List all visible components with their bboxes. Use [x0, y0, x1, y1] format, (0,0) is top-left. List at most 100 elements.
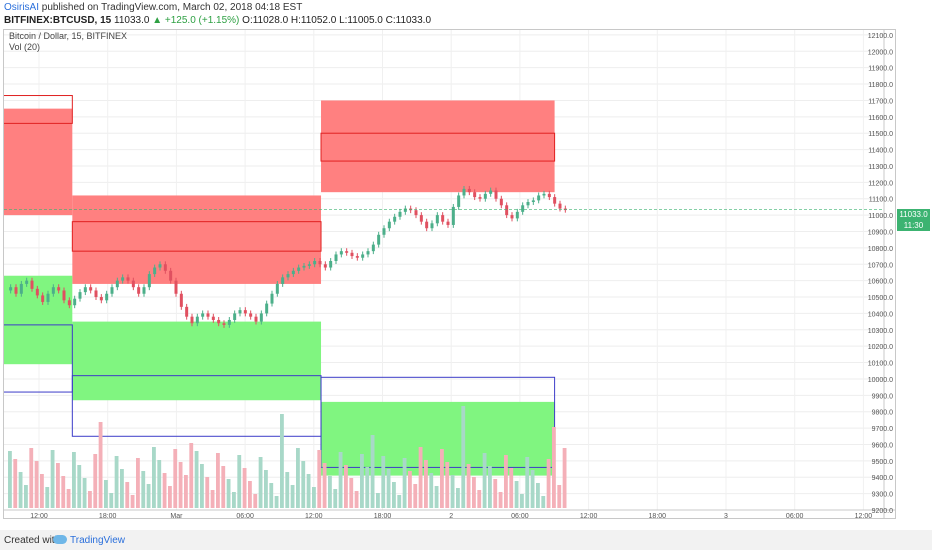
volume-bar — [493, 479, 498, 508]
candle-body — [537, 195, 541, 201]
y-tick-label: 10300.0 — [868, 328, 893, 335]
candle-body — [142, 287, 146, 294]
candle-body — [275, 283, 279, 294]
chart-frame[interactable]: 12100.0 12000.0 11900.0 11800.0 11700.0 11600… — [3, 29, 896, 519]
volume-bar — [88, 491, 92, 508]
volume-bar — [200, 464, 204, 508]
candle-body — [521, 205, 525, 212]
volume-bar — [162, 473, 167, 508]
y-tick-label: 12000.0 — [868, 49, 893, 56]
zone-supply — [321, 100, 555, 193]
candle-body — [174, 280, 178, 294]
candle-body — [243, 310, 247, 314]
volume-bar — [114, 456, 119, 508]
y-tick-label: 11700.0 — [868, 98, 893, 105]
y-tick-label: 10000.0 — [868, 377, 893, 384]
price-chart[interactable]: 12100.0 12000.0 11900.0 11800.0 11700.0 11600… — [4, 30, 896, 519]
candle-body — [483, 193, 487, 199]
volume-bar — [264, 470, 268, 508]
volume-bar — [434, 486, 439, 508]
volume-bar — [429, 473, 434, 508]
published-text: published on TradingView.com, March 02, … — [41, 2, 303, 13]
volume-bar — [445, 462, 450, 508]
candle-body — [489, 190, 493, 194]
y-tick-label: 10800.0 — [868, 246, 893, 253]
candle-body — [334, 254, 338, 261]
footer-bar: Created with TradingView — [0, 530, 932, 550]
volume-bar — [173, 449, 178, 508]
volume-bar — [376, 493, 380, 508]
volume-bar — [141, 471, 146, 508]
candle-body — [195, 316, 199, 324]
author-link[interactable]: OsirisAI — [4, 2, 39, 13]
candle-body — [179, 293, 183, 307]
volume-bar — [82, 478, 87, 508]
x-tick-label: 06:00 — [786, 513, 804, 519]
volume-bar — [146, 484, 151, 508]
volume-bar — [178, 462, 183, 508]
y-tick-label: 9600.0 — [872, 442, 894, 449]
candle-body — [414, 210, 418, 216]
candle-body — [419, 215, 423, 222]
candle-body — [57, 287, 61, 291]
y-tick-label: 11100.0 — [869, 197, 893, 204]
y-tick-label: 9400.0 — [872, 475, 894, 482]
candle-body — [542, 193, 546, 196]
tradingview-link[interactable]: TradingView — [70, 535, 126, 546]
volume-bar — [77, 465, 82, 508]
symbol-label: BITFINEX:BTCUSD, 15 — [4, 15, 112, 26]
x-tick-label: 12:00 — [305, 513, 323, 519]
candle-body — [403, 208, 407, 212]
volume-bar — [269, 483, 274, 508]
candle-body — [83, 287, 87, 293]
volume-bar — [232, 492, 236, 508]
volume-bar — [536, 483, 540, 508]
volume-bar — [104, 480, 108, 508]
candle-body — [201, 313, 205, 317]
y-tick-label: 9800.0 — [872, 410, 894, 417]
candle-body — [435, 215, 439, 224]
x-tick-label: 12:00 — [580, 513, 598, 519]
y-tick-label: 10500.0 — [868, 295, 893, 302]
volume-bar — [168, 486, 172, 508]
volume-bar — [136, 458, 140, 508]
candle-body — [286, 274, 290, 278]
volume-bar — [253, 494, 258, 508]
candle-body — [153, 267, 157, 275]
box-red — [71, 221, 322, 252]
x-tick-label: 06:00 — [511, 513, 529, 519]
volume-bar — [530, 470, 535, 508]
candle-body — [67, 300, 71, 306]
volume-bar — [130, 495, 135, 508]
candle-body — [249, 313, 253, 317]
volume-bar — [125, 482, 130, 508]
volume-bar — [392, 482, 396, 508]
y-tick-label: 10900.0 — [868, 230, 893, 237]
volume-bar — [280, 414, 284, 508]
volume-bar — [34, 461, 39, 508]
candle-body — [94, 290, 98, 298]
volume-bar — [546, 459, 551, 508]
y-tick-label: 10400.0 — [868, 311, 893, 318]
candle-body — [441, 215, 445, 222]
x-tick-label: 2 — [449, 513, 453, 519]
volume-bar — [360, 454, 364, 508]
volume-bar — [258, 457, 263, 508]
y-tick-label: 11300.0 — [868, 164, 893, 171]
published-line: OsirisAI published on TradingView.com, M… — [4, 2, 302, 13]
volume-bar — [472, 477, 476, 508]
volume-bar — [333, 489, 338, 508]
candle-body — [302, 265, 306, 268]
volume-bar — [514, 481, 519, 508]
candle-body — [233, 313, 237, 320]
volume-bar — [413, 484, 418, 508]
candle-body — [553, 197, 557, 204]
volume-bar — [248, 481, 252, 508]
volume-bar — [120, 469, 124, 508]
candle-body — [254, 316, 258, 322]
volume-bar — [226, 479, 231, 508]
volume-bar — [40, 474, 44, 508]
volume-bar — [338, 452, 343, 508]
volume-bar — [237, 455, 242, 508]
volume-bar — [8, 451, 12, 508]
